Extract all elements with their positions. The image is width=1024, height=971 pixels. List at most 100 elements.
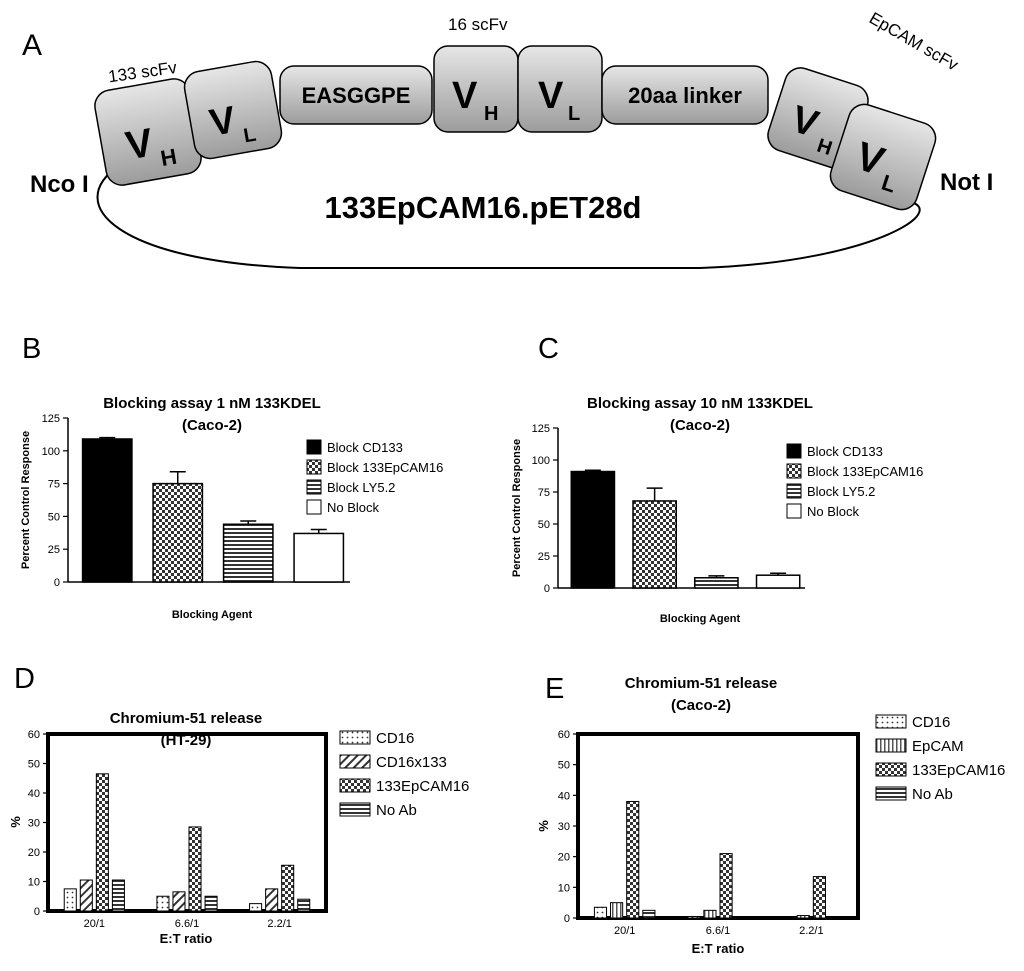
bar [156,895,170,912]
domain-16-vl: V L [517,45,603,133]
panel-c: C Blocking assay 10 nM 133KDEL (Caco-2) 0 25… [511,333,923,625]
legend-label: Block LY5.2 [327,480,395,495]
bar [81,438,133,583]
y-tick-label: 60 [28,729,40,741]
bar [265,888,279,912]
legend-swatch [786,483,802,499]
x-tick-label: 20/1 [614,925,635,937]
domain-133-vh: V H [94,78,202,186]
x-tick-label: 2.2/1 [267,918,291,930]
legend-label: EpCAM [912,738,964,755]
legend-label: Block 133EpCAM16 [807,464,923,479]
svg-text:H: H [814,135,835,160]
svg-text:V: V [452,75,478,117]
linker-20aa: 20aa linker [601,65,769,125]
legend-label: No Block [807,504,860,519]
nco-site-label: Nco I [30,171,89,198]
y-tick-label: 125 [42,413,60,425]
panel-label: B [22,333,41,365]
panel-d: D Chromium-51 release (HT-29) 0 10 20 30 40 50 60… [8,663,469,946]
y-tick-label: 125 [532,423,550,435]
bar [152,482,204,583]
svg-text:H: H [159,144,179,171]
legend-label: No Ab [912,786,953,803]
legend-swatch [786,463,802,479]
chart-title: Chromium-51 release [110,710,263,727]
legend-swatch [875,762,907,777]
bar [812,876,826,919]
chart-title: Chromium-51 release [625,675,778,692]
y-tick-label: 20 [558,852,570,864]
panel-e: E Chromium-51 release (Caco-2) 0 10 20 30 40 50 6… [536,673,1005,956]
y-tick-label: 0 [544,583,550,595]
domain-133-vl: V L [183,60,283,160]
y-tick-label: 0 [34,906,40,918]
plasmid-name: 133EpCAM16.pET28d [325,190,642,225]
bar [293,532,345,583]
legend-swatch [306,479,322,495]
bar [297,898,311,912]
bar [63,888,77,912]
y-axis-label: % [8,816,23,828]
chart-title: Blocking assay 10 nM 133KDEL [587,395,813,412]
bar [755,574,801,589]
panel-label: D [14,663,35,695]
legend-swatch [306,459,322,475]
bar [222,523,274,583]
bar [796,915,810,919]
bar [95,773,109,912]
y-tick-label: 0 [564,913,570,925]
bar [719,853,733,919]
svg-text:V: V [538,75,564,117]
bar [204,895,218,912]
bar [593,906,608,919]
bar [642,909,656,919]
y-tick-label: 50 [558,760,570,772]
legend-label: CD16x133 [376,754,447,771]
scfv-16-label: 16 scFv [448,15,508,34]
legend-swatch [339,754,371,769]
bar [281,864,295,912]
y-tick-label: 50 [28,759,40,771]
x-axis-label: E:T ratio [160,931,213,946]
legend-label: Block CD133 [807,444,883,459]
bar [687,915,701,919]
scfv-epcam-label: EpCAM scFv [866,8,962,74]
chart-subtitle: (Caco-2) [671,697,731,714]
legend-swatch [306,499,322,515]
x-tick-label: 2.2/1 [799,925,823,937]
legend-label: CD16 [912,714,950,731]
y-tick-label: 25 [538,551,550,563]
legend-label: Block LY5.2 [807,484,875,499]
y-tick-label: 75 [48,479,60,491]
y-axis-label: Percent Control Response [511,439,523,577]
bar [570,470,616,589]
panel-a-label: A [22,29,42,62]
y-axis-label: % [536,820,551,832]
bar [694,577,739,589]
domain-epcam-vl: V L [829,103,937,211]
chart-subtitle: (HT-29) [161,732,212,749]
x-axis-label: E:T ratio [692,941,745,956]
legend-swatch [339,802,371,817]
not-site-label: Not I [940,169,993,196]
bar [79,879,93,912]
panel-b: B Blocking assay 1 nM 133KDEL (Caco-2) 0 25 5… [20,333,443,621]
panel-label: E [545,673,564,705]
legend-swatch [875,786,907,801]
svg-text:L: L [242,124,258,148]
y-tick-label: 40 [558,790,570,802]
y-tick-label: 25 [48,544,60,556]
y-tick-label: 30 [28,818,40,830]
y-tick-label: 100 [42,446,60,458]
bar [111,879,125,912]
bar [632,500,677,589]
legend-label: Block CD133 [327,440,403,455]
y-tick-label: 50 [48,511,60,523]
y-tick-label: 75 [538,487,550,499]
linker-easggpe: EASGGPE [279,65,433,125]
bar [188,826,202,912]
legend-swatch [339,778,371,793]
legend-swatch [875,714,907,729]
legend-label: No Ab [376,802,417,819]
